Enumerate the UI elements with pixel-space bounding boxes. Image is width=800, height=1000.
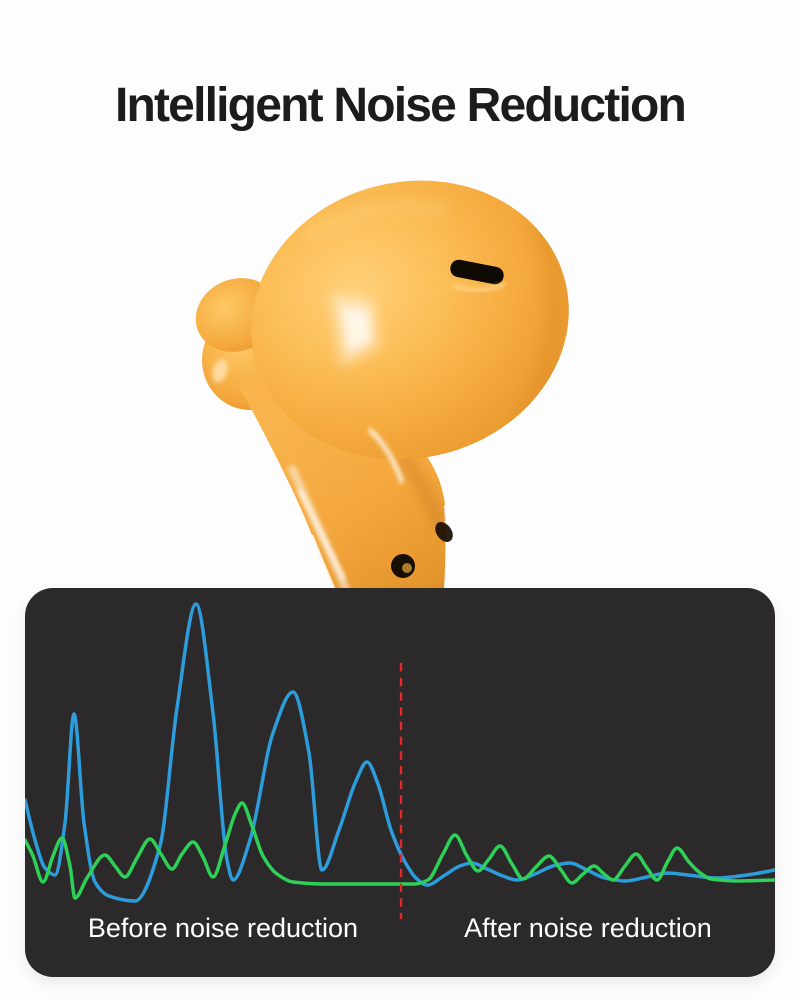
mic-hole-edge: [435, 522, 453, 542]
touch-slot: [450, 259, 504, 285]
waveform-chart: [25, 602, 775, 919]
head-stem-seam-highlight: [367, 427, 405, 484]
after-label: After noise reduction: [464, 913, 712, 943]
noise-comparison-panel: Before noise reduction After noise reduc…: [25, 588, 775, 977]
earbud-illustration: [195, 180, 569, 651]
eartip-highlight: [212, 359, 228, 383]
head-highlight-core: [342, 307, 371, 352]
mic-hole-glint: [402, 563, 412, 573]
page-title: Intelligent Noise Reduction: [114, 79, 687, 132]
clean-waveform: [25, 801, 775, 900]
before-label: Before noise reduction: [87, 913, 359, 943]
stem-gloss-core: [297, 488, 346, 581]
slot-rim-highlight: [453, 282, 506, 292]
head-top-sheen: [301, 200, 450, 244]
